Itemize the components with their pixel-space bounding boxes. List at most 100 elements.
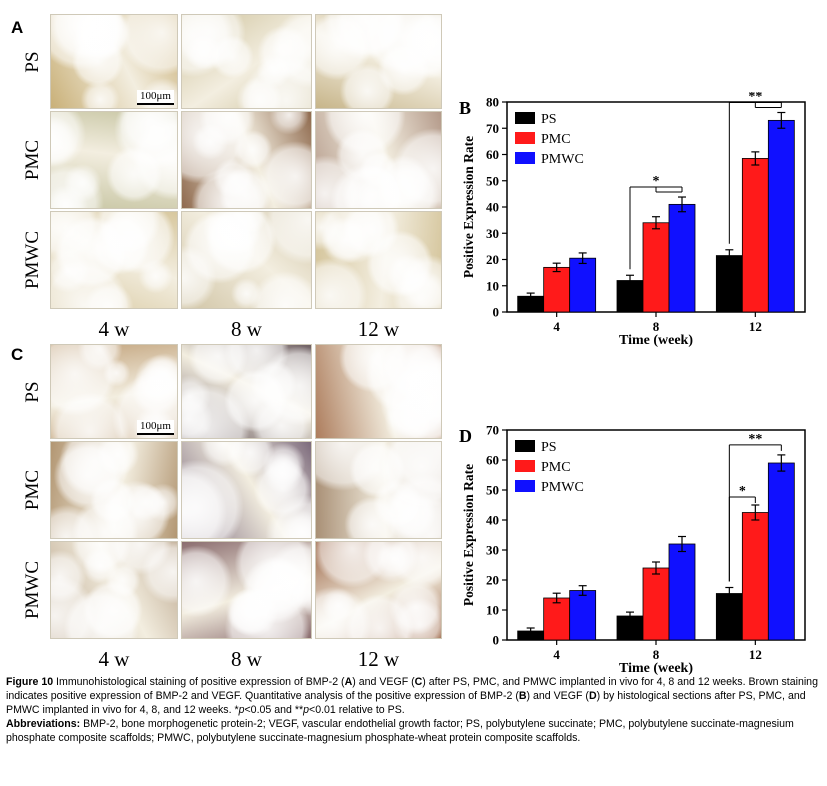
figure-caption-main: Figure 10 Immunohistological staining of…	[6, 675, 818, 717]
y-tick-label: 70	[486, 121, 499, 136]
significance-label: *	[653, 174, 660, 189]
micrograph-ps-12w	[315, 344, 442, 439]
bar-pmwc-8	[668, 543, 696, 641]
column-label-12w: 12 w	[357, 647, 400, 671]
y-tick-label: 0	[493, 305, 500, 320]
caption-text: ) after PS, PMC, and PMWC implanted in v…	[6, 676, 818, 702]
row-label-ps: PS	[22, 50, 43, 73]
abbreviations: Abbreviations: BMP-2, bone morphogenetic…	[6, 717, 818, 745]
micrograph-pmwc-8w	[181, 211, 312, 309]
row-label-pmc: PMC	[22, 139, 43, 181]
micrograph-pmc-8w	[181, 441, 312, 539]
bar-pmc-8	[642, 222, 670, 313]
micrograph-ps-8w	[181, 344, 312, 439]
legend-label-ps: PS	[541, 440, 557, 455]
row-label-pmwc: PMWC	[22, 230, 43, 290]
legend-label-pmwc: PMWC	[541, 480, 584, 495]
caption-ref: C	[414, 676, 423, 688]
micrograph-ps-12w	[315, 14, 442, 109]
significance-label: *	[739, 484, 746, 499]
y-tick-label: 80	[486, 95, 499, 110]
y-tick-label: 0	[493, 633, 500, 648]
caption-text: Immunohistological staining of positive …	[53, 676, 345, 688]
abbreviations-label: Abbreviations:	[6, 718, 81, 730]
bar-pmc-4	[543, 266, 571, 313]
bar-pmwc-4	[569, 590, 597, 641]
bar-pmc-4	[543, 597, 571, 641]
bar-pmwc-12	[767, 462, 795, 641]
legend-swatch-ps	[515, 440, 535, 452]
figure-label: Figure 10	[6, 676, 54, 688]
y-tick-label: 10	[486, 603, 499, 618]
legend-swatch-pmwc	[515, 480, 535, 492]
caption-text: ) and VEGF (	[352, 676, 415, 688]
column-label-12w: 12 w	[357, 317, 400, 341]
scale-bar: 100μm	[137, 90, 174, 105]
bar-pmwc-8	[668, 203, 696, 313]
x-tick-label: 12	[749, 319, 762, 334]
x-tick-label: 4	[553, 319, 560, 334]
y-tick-label: 40	[486, 200, 499, 215]
caption-italic: p	[303, 704, 310, 716]
micrograph-pmwc-12w	[315, 541, 442, 639]
legend-label-pmc: PMC	[541, 460, 571, 475]
legend-swatch-ps	[515, 112, 535, 124]
significance-label: **	[748, 432, 762, 447]
bar-ps-12	[715, 593, 743, 641]
y-axis-label: Positive Expression Rate	[461, 136, 476, 278]
micrograph-ps-8w	[181, 14, 312, 109]
caption-italic: p	[238, 704, 245, 716]
column-label-8w: 8 w	[231, 647, 262, 671]
row-label-pmwc: PMWC	[22, 560, 43, 620]
legend-label-pmwc: PMWC	[541, 152, 584, 167]
micrograph-pmwc-4w	[50, 541, 178, 639]
bar-pmc-12	[741, 512, 769, 641]
scale-bar: 100μm	[137, 420, 174, 435]
caption-text: <0.01 relative to PS.	[309, 704, 405, 716]
y-tick-label: 10	[486, 278, 499, 293]
panel-letter-c: C	[11, 345, 24, 364]
bar-chart-d: D 0 10 20 30 40 50 60 70 Positive Expression Rate…	[459, 423, 806, 675]
micrograph-pmc-8w	[181, 111, 312, 209]
caption-ref: A	[344, 676, 353, 688]
legend-label-ps: PS	[541, 112, 557, 127]
y-tick-label: 40	[486, 513, 499, 528]
legend-swatch-pmc	[515, 132, 535, 144]
micrograph-pmwc-12w	[315, 211, 442, 309]
x-axis-label: Time (week)	[619, 333, 693, 347]
caption-text: <0.05 and **	[244, 704, 304, 716]
legend-swatch-pmwc	[515, 152, 535, 164]
y-tick-label: 50	[486, 173, 499, 188]
micrograph-pmwc-4w	[50, 211, 178, 309]
significance-label: **	[748, 92, 762, 105]
x-tick-label: 8	[653, 647, 660, 662]
caption-ref: D	[588, 690, 597, 702]
legend-label-pmc: PMC	[541, 132, 571, 147]
micrograph-pmc-4w	[50, 441, 178, 539]
column-label-8w: 8 w	[231, 317, 262, 341]
row-label-pmc: PMC	[22, 469, 43, 511]
caption-ref: B	[518, 690, 527, 702]
y-tick-label: 20	[486, 573, 499, 588]
column-label-4w: 4 w	[98, 647, 130, 671]
panel-letter-a: A	[11, 18, 24, 37]
x-tick-label: 12	[749, 647, 762, 662]
column-label-4w: 4 w	[98, 317, 130, 341]
x-tick-label: 8	[653, 319, 660, 334]
y-tick-label: 50	[486, 483, 499, 498]
bar-ps-12	[715, 255, 743, 313]
micrograph-pmwc-8w	[181, 541, 312, 639]
y-tick-label: 20	[486, 252, 499, 267]
micrograph-pmc-12w	[315, 111, 442, 209]
y-tick-label: 30	[486, 543, 499, 558]
bar-pmwc-12	[767, 119, 795, 313]
y-tick-label: 70	[486, 423, 499, 438]
y-axis-label: Positive Expression Rate	[461, 464, 476, 606]
micrograph-pmc-12w	[315, 441, 442, 539]
abbreviations-text: BMP-2, bone morphogenetic protein-2; VEG…	[6, 718, 794, 744]
x-tick-label: 4	[553, 647, 560, 662]
row-label-ps: PS	[22, 380, 43, 403]
x-axis-label: Time (week)	[619, 661, 693, 675]
panel-letter-d: D	[459, 426, 472, 446]
caption-text: ) and VEGF (	[526, 690, 589, 702]
